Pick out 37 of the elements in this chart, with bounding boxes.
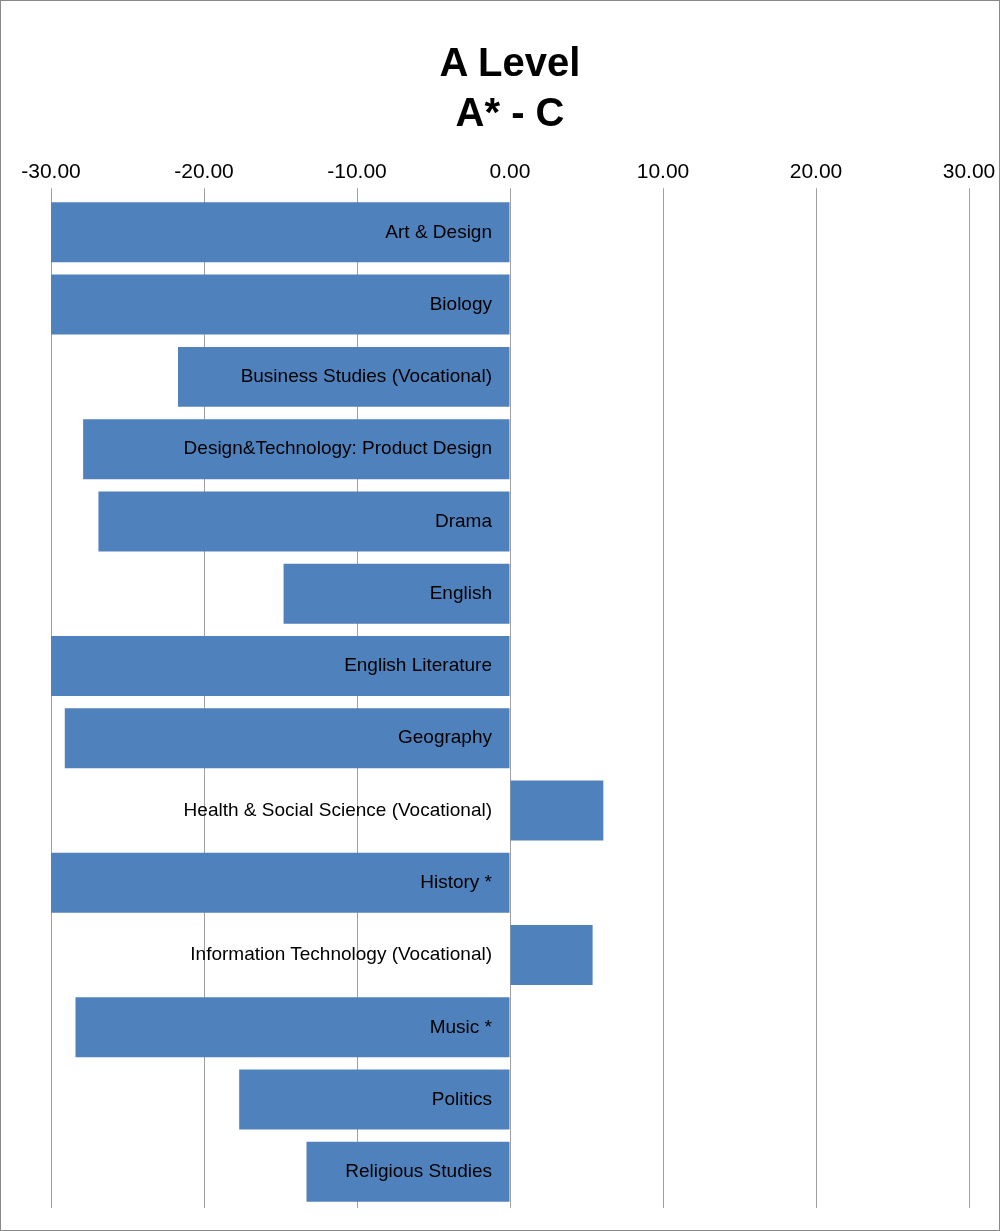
y-tick-label: Religious Studies [345,1160,492,1182]
bar [306,1141,510,1202]
x-tick-label: -30.00 [21,159,81,183]
y-tick-label: Drama [434,509,493,531]
bar [51,202,510,263]
y-tick-label: English [429,581,492,603]
bar [51,852,510,913]
y-tick-label: Information Technology (Vocational) [190,943,492,965]
y-tick-label: Biology [429,292,493,314]
bar [51,274,510,335]
y-tick-label: History * [420,871,493,893]
bar [283,563,510,624]
y-tick-label: Art & Design [385,220,492,242]
bar [83,419,510,480]
y-tick-label: Geography [397,726,493,748]
x-tick-label: 20.00 [789,159,843,183]
x-tick-label: 0.00 [489,159,531,183]
x-tick-label: 10.00 [636,159,690,183]
bar [75,997,510,1058]
bar [239,1069,510,1130]
x-tick-label: 30.00 [942,159,996,183]
bar [98,491,510,552]
bar [51,635,510,696]
y-tick-label: Business Studies (Vocational) [240,365,492,387]
y-tick-label: Health & Social Science (Vocational) [183,798,492,820]
chart-title: A Level [439,40,581,85]
chart-subtitle: A* - C [455,90,565,135]
bar [510,780,604,841]
y-tick-label: English Literature [344,654,492,676]
y-tick-label: Music * [429,1015,493,1037]
bar [64,708,510,769]
x-tick-label: -10.00 [327,159,387,183]
bar [510,925,593,986]
y-tick-label: Politics [431,1087,492,1109]
y-tick-label: Design&Technology: Product Design [183,437,492,459]
x-tick-label: -20.00 [174,159,234,183]
bar [177,346,510,407]
